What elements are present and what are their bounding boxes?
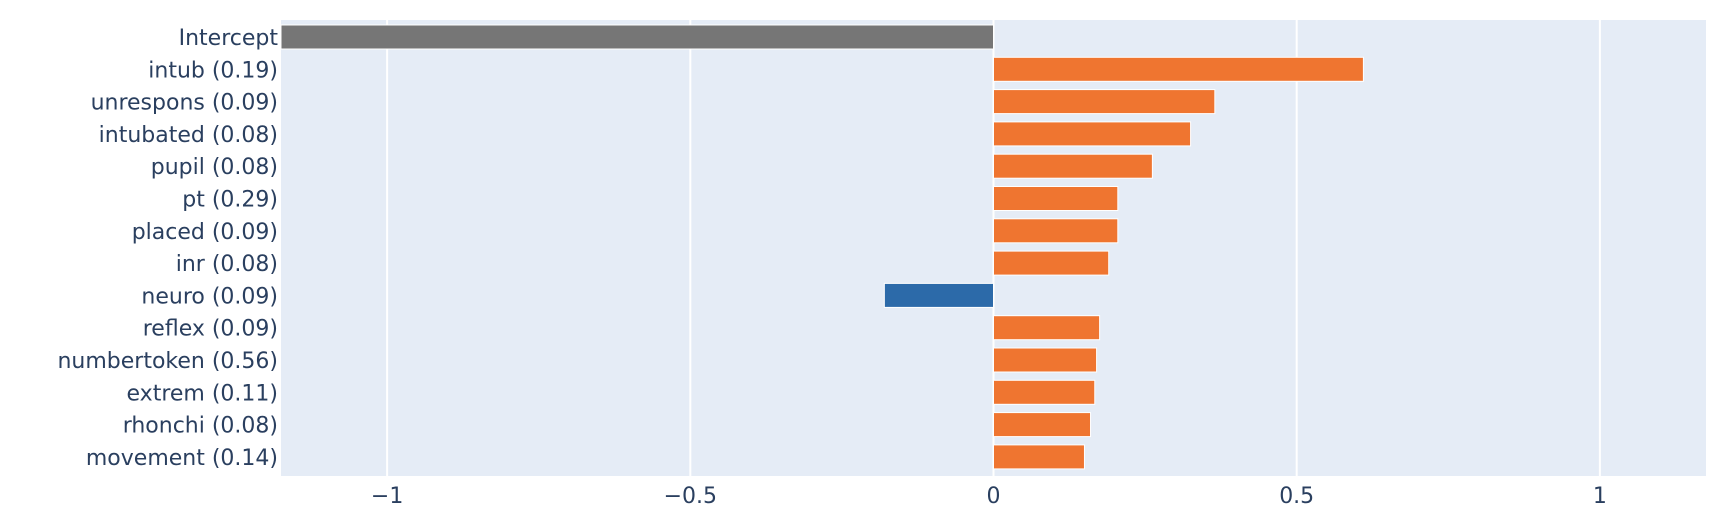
- category-label: extrem (0.11): [127, 381, 278, 406]
- x-axis-ticks: −1 −0.5 0 0.5 1: [371, 484, 1607, 508]
- category-label: intub (0.19): [148, 58, 278, 83]
- bar: [993, 218, 1119, 244]
- x-tick-label: 0.5: [1279, 484, 1314, 508]
- x-tick-label: 1: [1593, 484, 1607, 508]
- bar: [993, 412, 1092, 438]
- bar: [993, 153, 1153, 179]
- bar: [280, 24, 994, 50]
- bar: [993, 56, 1364, 82]
- category-label: placed (0.09): [132, 220, 278, 245]
- bar: [883, 282, 995, 308]
- x-tick-label: 0: [987, 484, 1001, 508]
- category-label: inr (0.08): [176, 252, 278, 277]
- bar: [993, 89, 1216, 115]
- bar: [993, 444, 1085, 470]
- category-label: numbertoken (0.56): [57, 349, 278, 374]
- bar: [993, 347, 1098, 373]
- category-label: Intercept: [179, 26, 279, 51]
- category-labels: Intercept intub (0.19) unrespons (0.09) int…: [57, 26, 278, 471]
- x-tick-label: −0.5: [664, 484, 717, 508]
- category-label: pt (0.29): [182, 188, 278, 213]
- category-label: movement (0.14): [86, 446, 278, 471]
- bar: [993, 379, 1096, 405]
- bar: [993, 315, 1101, 341]
- category-label: pupil (0.08): [151, 155, 278, 180]
- category-label: intubated (0.08): [99, 123, 278, 148]
- bar: [993, 250, 1110, 276]
- bar: [993, 186, 1119, 211]
- category-label: rhonchi (0.08): [123, 414, 278, 439]
- category-label: reflex (0.09): [143, 317, 278, 342]
- bars: [280, 24, 1364, 470]
- x-tick-label: −1: [371, 484, 403, 508]
- bar: [993, 121, 1192, 147]
- category-label: neuro (0.09): [141, 284, 278, 309]
- category-label: unrespons (0.09): [91, 91, 278, 116]
